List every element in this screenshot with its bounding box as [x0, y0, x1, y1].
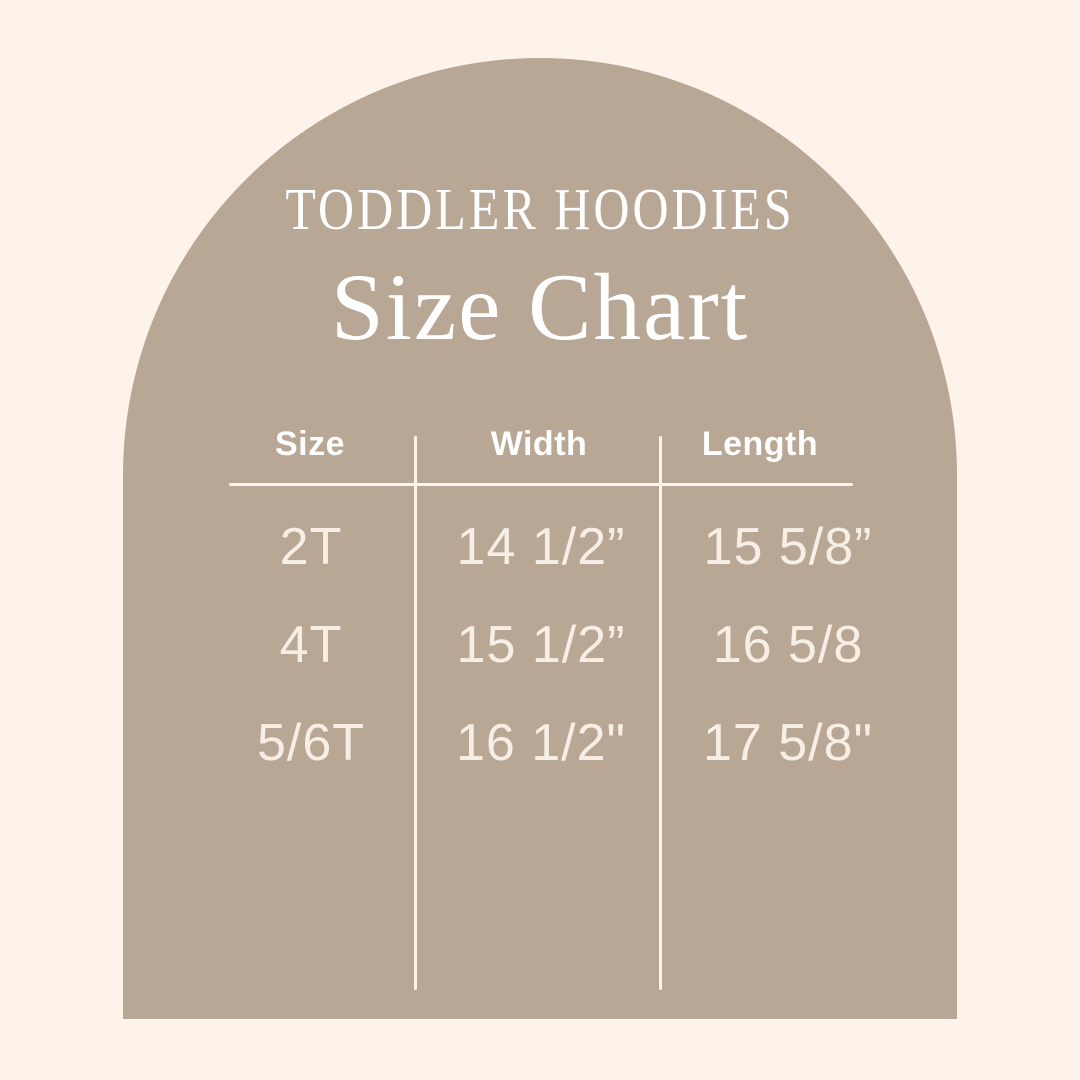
header-cell-size: Size [274, 425, 346, 463]
table-cell-width-2t: 14 1/2” [456, 518, 626, 576]
header-divider-line [229, 483, 853, 486]
header-cell-width: Width [490, 425, 588, 463]
table-cell-width-56t: 16 1/2" [455, 714, 627, 772]
table-cell-length-2t: 15 5/8” [703, 518, 873, 576]
column-divider-2 [659, 436, 662, 990]
table-cell-size-56t: 5/6T [256, 714, 366, 772]
header-cell-length: Length [701, 425, 819, 463]
table-cell-length-56t: 17 5/8" [702, 714, 874, 772]
table-cell-width-4t: 15 1/2” [456, 616, 626, 674]
column-divider-1 [414, 436, 417, 990]
table-cell-size-4t: 4T [279, 616, 343, 674]
table-cell-length-4t: 16 5/8 [712, 616, 864, 674]
arch-background [123, 58, 957, 1019]
table-cell-size-2t: 2T [279, 518, 343, 576]
eyebrow-title: TODDLER HOODIES [285, 175, 795, 243]
page-title: Size Chart [330, 254, 750, 360]
